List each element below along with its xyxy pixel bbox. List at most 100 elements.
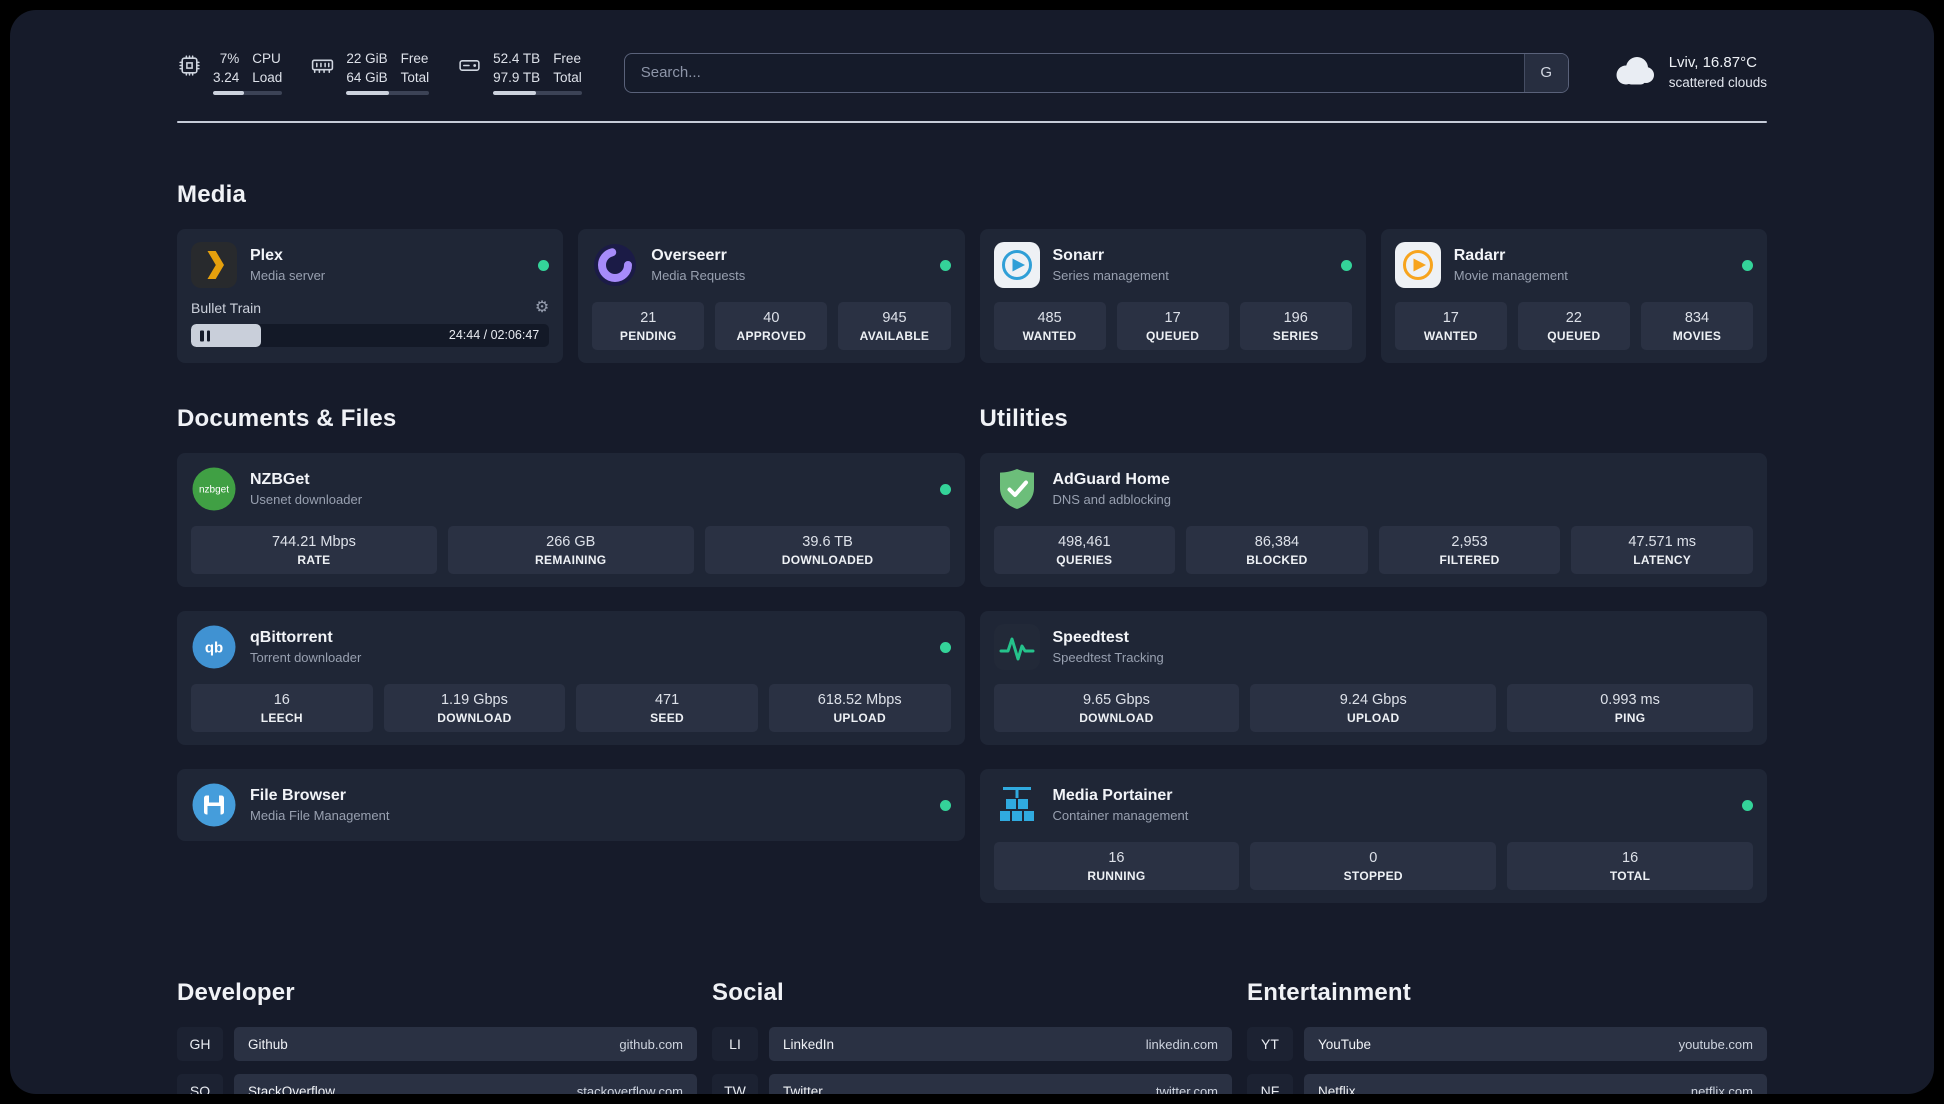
disk-total-label: Total bbox=[553, 69, 582, 85]
stat-value: 744.21 Mbps bbox=[271, 534, 356, 551]
stat-stopped: 0 STOPPED bbox=[1250, 842, 1497, 891]
search-bar: G bbox=[623, 52, 1569, 93]
status-dot bbox=[939, 259, 951, 271]
status-dot bbox=[1742, 259, 1753, 271]
weather-condition: scattered clouds bbox=[1668, 74, 1767, 90]
filebrowser-icon bbox=[191, 782, 237, 828]
stat-queued: 17 QUEUED bbox=[1116, 302, 1229, 351]
bookmark-netflix[interactable]: NF Netflix netflix.com bbox=[1247, 1074, 1767, 1094]
search-engine-button[interactable]: G bbox=[1523, 53, 1568, 92]
app-title: Plex bbox=[250, 247, 283, 265]
app-title: Speedtest bbox=[1052, 629, 1129, 647]
bookmark-name: Github bbox=[248, 1036, 288, 1052]
app-card-adguard-home[interactable]: AdGuard Home DNS and adblocking 498,461 … bbox=[979, 453, 1767, 588]
status-dot bbox=[939, 641, 951, 653]
stat-approved: 40 APPROVED bbox=[715, 302, 828, 351]
stat-label: DOWNLOADED bbox=[781, 553, 874, 568]
disk-free-value: 52.4 TB bbox=[493, 51, 541, 66]
app-subtitle: Series management bbox=[1052, 268, 1169, 284]
stat-value: 2,953 bbox=[1451, 534, 1488, 551]
app-subtitle: Media server bbox=[250, 268, 326, 284]
app-card-qbittorrent[interactable]: qb qBittorrent Torrent downloader 16 LEE… bbox=[177, 611, 965, 746]
stat-value: 945 bbox=[882, 310, 907, 327]
search-input[interactable] bbox=[624, 53, 1524, 92]
stat-value: 16 bbox=[1108, 850, 1125, 867]
bookmark-name: Netflix bbox=[1318, 1083, 1356, 1094]
app-card-speedtest[interactable]: Speedtest Speedtest Tracking 9.65 Gbps D… bbox=[979, 611, 1767, 746]
cloud-icon bbox=[1611, 54, 1657, 91]
cpu-usage-value: 7% bbox=[219, 51, 240, 66]
section-social: Social LI LinkedIn linkedin.com TW Twitte… bbox=[712, 979, 1232, 1094]
stat-wanted: 17 WANTED bbox=[1394, 302, 1507, 351]
stat-downloaded: 39.6 TB DOWNLOADED bbox=[704, 526, 951, 575]
bookmark-linkedin[interactable]: LI LinkedIn linkedin.com bbox=[712, 1027, 1232, 1062]
app-subtitle: Torrent downloader bbox=[250, 650, 362, 666]
bookmarks-area: Developer GH Github github.com SO StackOv… bbox=[177, 979, 1767, 1094]
stat-value: 16 bbox=[1622, 850, 1639, 867]
weather-widget: Lviv, 16.87°C scattered clouds bbox=[1611, 53, 1767, 91]
status-dot bbox=[939, 483, 951, 495]
stat-filtered: 2,953 FILTERED bbox=[1378, 526, 1561, 575]
bookmark-name: Twitter bbox=[783, 1083, 823, 1094]
settings-gear-icon[interactable]: ⚙ bbox=[534, 299, 550, 317]
section-utilities: Utilities AdGuard Home DNS and adblockin… bbox=[979, 405, 1767, 904]
bookmark-youtube[interactable]: YT YouTube youtube.com bbox=[1247, 1027, 1767, 1062]
stat-queries: 498,461 QUERIES bbox=[993, 526, 1176, 575]
stat-label: STOPPED bbox=[1343, 869, 1403, 884]
stat-label: LATENCY bbox=[1633, 553, 1692, 568]
radarr-icon bbox=[1394, 242, 1441, 289]
playback-time: 24:44 / 02:06:47 bbox=[448, 328, 540, 343]
app-card-overseerr[interactable]: Overseerr Media Requests 21 PENDING 40 A… bbox=[578, 229, 965, 364]
bookmark-twitter[interactable]: TW Twitter twitter.com bbox=[712, 1074, 1232, 1094]
ram-total-value: 64 GiB bbox=[346, 69, 388, 85]
app-title: Radarr bbox=[1453, 247, 1506, 265]
bookmark-name: YouTube bbox=[1318, 1036, 1372, 1052]
app-card-sonarr[interactable]: Sonarr Series management 485 WANTED 17 Q… bbox=[979, 229, 1366, 364]
stat-label: QUERIES bbox=[1056, 553, 1113, 568]
stat-remaining: 266 GB REMAINING bbox=[447, 526, 694, 575]
app-card-filebrowser[interactable]: File Browser Media File Management bbox=[177, 769, 965, 842]
bookmark-name: LinkedIn bbox=[783, 1036, 835, 1052]
stat-label: RUNNING bbox=[1087, 869, 1146, 884]
bookmark-url: twitter.com bbox=[1155, 1083, 1218, 1094]
app-card-radarr[interactable]: Radarr Movie management 17 WANTED 22 QUE… bbox=[1380, 229, 1767, 364]
ram-usage-bar bbox=[346, 91, 430, 96]
status-dot bbox=[1340, 259, 1352, 271]
app-title: Sonarr bbox=[1052, 247, 1105, 265]
stat-pending: 21 PENDING bbox=[592, 302, 705, 351]
bookmark-url: netflix.com bbox=[1690, 1083, 1753, 1094]
section-title-media: Media bbox=[177, 181, 247, 209]
playback-progress-bar[interactable]: 24:44 / 02:06:47 bbox=[191, 324, 550, 348]
ram-free-label: Free bbox=[400, 51, 429, 66]
app-card-media-portainer[interactable]: Media Portainer Container management 16 … bbox=[979, 769, 1767, 904]
app-card-plex[interactable]: Plex Media server Bullet Train ⚙ 24:44 /… bbox=[177, 229, 564, 364]
svg-text:qb: qb bbox=[205, 640, 223, 657]
stat-value: 1.19 Gbps bbox=[440, 692, 508, 709]
stat-label: DOWNLOAD bbox=[437, 711, 512, 726]
ram-total-label: Total bbox=[400, 69, 430, 85]
stat-label: SEED bbox=[650, 711, 684, 726]
app-subtitle: Media File Management bbox=[250, 808, 390, 824]
status-dot bbox=[1742, 799, 1753, 811]
stat-label: LEECH bbox=[260, 711, 303, 726]
svg-text:nzbget: nzbget bbox=[199, 485, 229, 496]
stat-value: 47.571 ms bbox=[1628, 534, 1697, 551]
stat-seed: 471 SEED bbox=[576, 684, 758, 733]
app-subtitle: Movie management bbox=[1453, 268, 1568, 284]
stat-upload: 618.52 Mbps UPLOAD bbox=[768, 684, 951, 733]
playback-progress-fill bbox=[191, 324, 261, 348]
bookmark-url: linkedin.com bbox=[1145, 1036, 1218, 1052]
stat-label: QUEUED bbox=[1547, 329, 1601, 344]
stat-queued: 22 QUEUED bbox=[1517, 302, 1630, 351]
ram-stats: 22 GiB 64 GiB Free Total bbox=[310, 50, 430, 96]
bookmark-github[interactable]: GH Github github.com bbox=[177, 1027, 697, 1062]
stat-label: BLOCKED bbox=[1246, 553, 1308, 568]
stat-ping: 0.993 ms PING bbox=[1507, 684, 1753, 733]
pause-icon[interactable] bbox=[200, 330, 210, 342]
app-card-nzbget[interactable]: nzbget NZBGet Usenet downloader 744.21 M… bbox=[177, 453, 965, 588]
nzbget-icon: nzbget bbox=[191, 466, 237, 512]
stat-upload: 9.24 Gbps UPLOAD bbox=[1250, 684, 1497, 733]
stat-series: 196 SERIES bbox=[1239, 302, 1352, 351]
stat-value: 17 bbox=[1442, 310, 1459, 327]
bookmark-stackoverflow[interactable]: SO StackOverflow stackoverflow.com bbox=[177, 1074, 697, 1094]
